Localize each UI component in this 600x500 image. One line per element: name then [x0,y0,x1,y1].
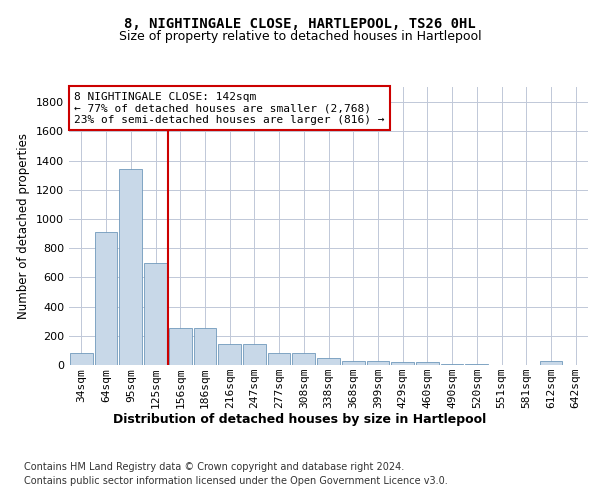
Bar [144,263,167,365]
Bar [317,358,340,365]
Bar [169,328,191,365]
Text: Contains public sector information licensed under the Open Government Licence v3: Contains public sector information licen… [24,476,448,486]
Bar [391,362,414,365]
Bar [194,328,216,365]
Bar [367,360,389,365]
Bar [441,364,463,365]
Bar [539,362,562,365]
Bar [466,364,488,365]
Text: Distribution of detached houses by size in Hartlepool: Distribution of detached houses by size … [113,412,487,426]
Bar [218,344,241,365]
Bar [292,354,315,365]
Text: Size of property relative to detached houses in Hartlepool: Size of property relative to detached ho… [119,30,481,43]
Bar [70,354,93,365]
Bar [243,344,266,365]
Bar [268,354,290,365]
Text: Contains HM Land Registry data © Crown copyright and database right 2024.: Contains HM Land Registry data © Crown c… [24,462,404,472]
Bar [95,232,118,365]
Bar [342,360,365,365]
Bar [119,170,142,365]
Text: 8, NIGHTINGALE CLOSE, HARTLEPOOL, TS26 0HL: 8, NIGHTINGALE CLOSE, HARTLEPOOL, TS26 0… [124,18,476,32]
Y-axis label: Number of detached properties: Number of detached properties [17,133,31,320]
Text: 8 NIGHTINGALE CLOSE: 142sqm
← 77% of detached houses are smaller (2,768)
23% of : 8 NIGHTINGALE CLOSE: 142sqm ← 77% of det… [74,92,385,125]
Bar [416,362,439,365]
